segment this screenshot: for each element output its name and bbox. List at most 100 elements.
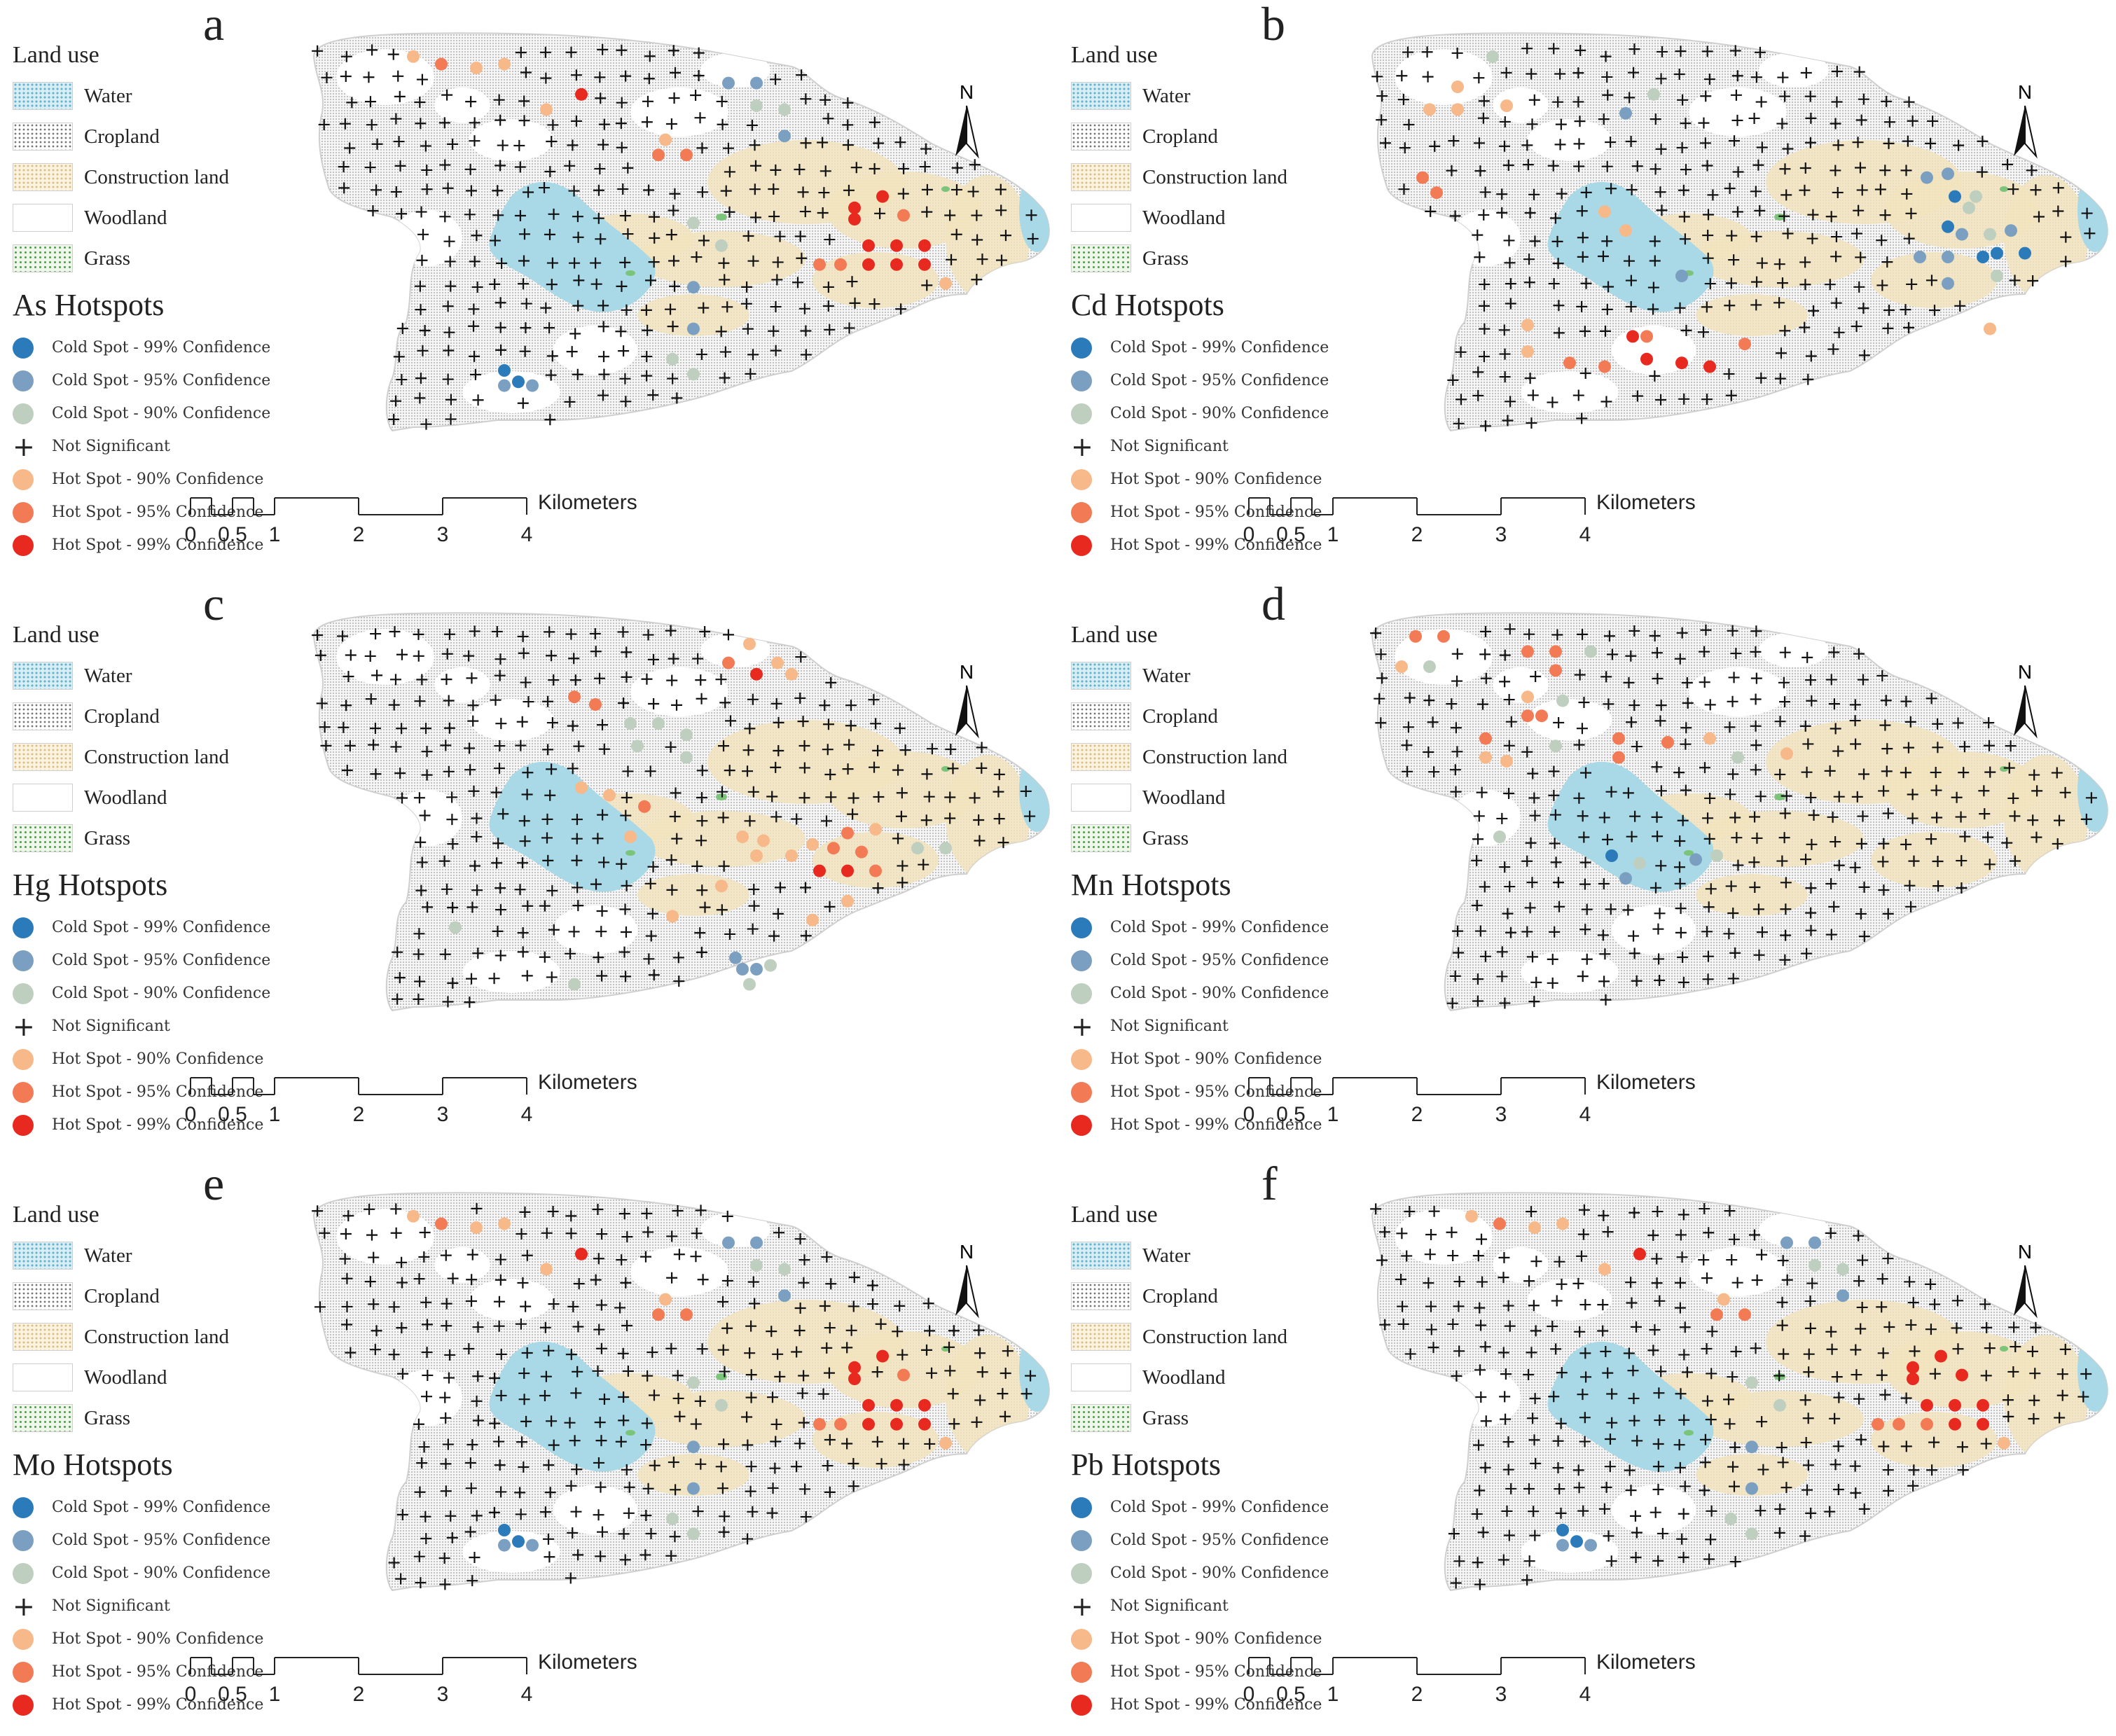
not-significant-cross [369,723,381,735]
legend-dot [13,403,34,424]
not-significant-cross [495,904,506,916]
not-significant-cross [951,162,963,174]
not-significant-cross [1732,859,1744,871]
not-significant-cross [641,1207,653,1219]
not-significant-cross [822,718,834,730]
hotspot-legend-label: Cold Spot - 95% Confidence [1110,372,1329,389]
not-significant-cross [716,786,728,798]
legend: Land use Water Cropland Construction land Wo… [1071,1202,1400,1721]
not-significant-cross [644,877,656,889]
hotspot-point [575,88,588,101]
woodland-area [462,1531,560,1573]
not-significant-cross [825,676,837,688]
not-significant-cross [746,119,758,131]
hotspot-point [848,213,861,225]
not-significant-cross [921,1344,933,1356]
woodland-area [700,632,770,667]
not-significant-cross [1680,738,1692,750]
not-significant-cross [440,1458,452,1470]
not-significant-cross [494,740,506,752]
not-significant-cross [1756,257,1768,269]
legend-dot [1071,917,1092,938]
not-significant-cross [1776,118,1788,130]
woodland-area [630,667,728,716]
not-significant-cross [696,349,707,361]
land-use-label: Woodland [1142,1366,1226,1389]
not-significant-cross [546,763,558,775]
not-significant-cross [415,836,427,848]
not-significant-cross [1521,43,1533,55]
not-significant-cross [1902,742,1914,754]
not-significant-cross [1547,160,1559,172]
hotspot-point [1521,690,1534,704]
hotspot-point [687,1440,700,1454]
map-panel-d: d Land use Water Cropland Construction land W… [1058,580,2116,1156]
not-significant-cross [1805,907,1817,919]
hotspot-point [1395,660,1408,673]
not-significant-cross [976,762,988,774]
not-significant-cross [1882,908,1894,919]
hotspot-point [540,103,553,116]
not-significant-cross [396,1277,408,1289]
not-significant-cross [590,878,602,890]
hotspot-point [1745,1440,1758,1454]
not-significant-cross [1655,1366,1667,1377]
hotspot-point [603,789,616,802]
not-significant-cross [489,1372,501,1384]
not-significant-cross [1703,833,1715,845]
not-significant-cross [1502,908,1514,919]
woodland-area [1521,371,1619,413]
not-significant-cross [493,1436,505,1447]
not-significant-cross [1577,1389,1589,1401]
not-significant-cross [540,1370,552,1382]
hotspot-point [897,1368,910,1382]
not-significant-cross [1475,1391,1487,1403]
hotspot-point [638,800,651,813]
not-significant-cross [616,280,628,292]
not-significant-cross [1579,1299,1591,1311]
hotspot-point [435,57,448,71]
not-significant-cross [944,791,956,803]
not-significant-cross [1472,995,1484,1007]
not-significant-cross [1547,953,1558,965]
not-significant-cross [1600,396,1612,408]
not-significant-points [312,1202,1037,1590]
not-significant-cross [1803,1348,1815,1360]
not-significant-cross [1932,880,1944,892]
not-significant-cross [1404,1206,1416,1218]
not-significant-cross [417,345,429,356]
not-significant-cross [1832,1440,1844,1452]
not-significant-cross [1473,137,1485,149]
hotspot-point [778,1289,791,1303]
hotspot-point [918,258,931,271]
hotspot-legend-item: Cold Spot - 95% Confidence [13,944,342,977]
not-significant-cross [943,1341,955,1353]
not-significant-cross [1549,838,1561,849]
not-significant-cross [1574,116,1586,127]
not-significant-cross [595,1550,607,1562]
not-significant-cross [2081,207,2093,219]
legend-dot [13,501,34,523]
north-arrow-left [2014,106,2025,156]
not-significant-cross [1705,1534,1717,1546]
legend-dot [13,1628,34,1650]
not-significant-cross [1780,903,1792,915]
not-significant-cross [2002,1394,2014,1406]
not-significant-cross [1901,188,1913,200]
not-significant-cross [817,207,829,218]
not-significant-cross [388,1349,400,1361]
not-significant-cross [1730,89,1742,101]
not-significant-cross [1778,210,1790,222]
hotspot-point [1738,338,1751,351]
not-significant-cross [1376,672,1388,684]
north-label: N [2018,1241,2032,1263]
not-significant-cross [1833,791,1845,803]
not-significant-cross [1832,186,1844,198]
hotspot-legend-label: Hot Spot - 99% Confidence [52,536,264,554]
not-significant-cross [1928,305,1940,317]
not-significant-cross [340,70,352,82]
woodland-area [1395,1209,1493,1265]
not-significant-cross [724,765,735,777]
study-area-map [1370,1192,2108,1592]
scale-bar-line [190,1657,527,1675]
